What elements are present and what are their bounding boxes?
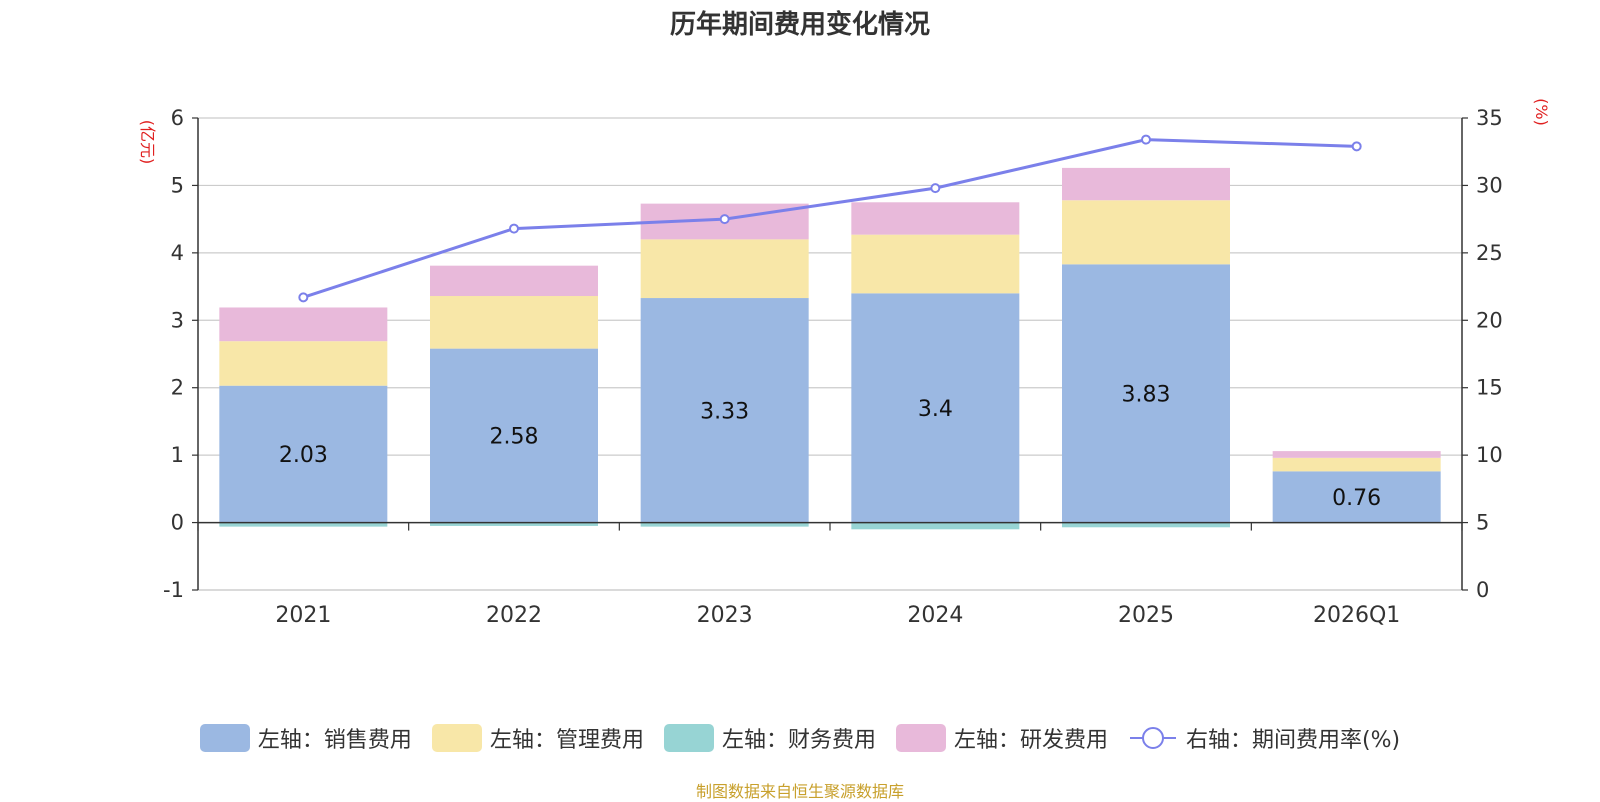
sales-data-label: 3.33: [700, 399, 749, 424]
legend-swatch: [199, 724, 250, 752]
bar-sales: [851, 293, 1020, 523]
legend-label: 左轴：财务费用: [721, 728, 876, 753]
left-axis-unit-label: (亿元): [138, 120, 157, 165]
chart-title: 历年期间费用变化情况: [669, 10, 930, 40]
right-tick-label: 30: [1476, 173, 1503, 197]
right-tick-label: 35: [1476, 106, 1503, 130]
rate-point: [1141, 134, 1151, 145]
bar-sales: [1062, 264, 1230, 523]
bar-sales: [1272, 471, 1441, 523]
legend-item[interactable]: 左轴：销售费用: [199, 722, 412, 754]
sales-data-label: 0.76: [1332, 486, 1381, 511]
left-tick-label: 5: [171, 173, 184, 197]
bar-finance: [1062, 522, 1230, 528]
category-label: 2021: [275, 603, 331, 628]
left-tick-label: 0: [171, 511, 184, 535]
category-label: 2022: [486, 603, 542, 628]
legend-item[interactable]: 左轴：管理费用: [431, 722, 644, 754]
bar-admin: [1272, 457, 1441, 472]
right-tick-label: 10: [1476, 443, 1503, 467]
bar-finance: [219, 522, 388, 527]
source-note: 制图数据来自恒生聚源数据库: [695, 782, 904, 801]
category-label: 2024: [907, 603, 963, 628]
bar-admin: [1062, 200, 1230, 265]
bar-admin: [219, 341, 388, 386]
right-tick-label: 15: [1476, 376, 1503, 400]
left-tick-label: 2: [171, 376, 184, 400]
bar-sales: [430, 348, 598, 523]
rate-point: [719, 214, 730, 225]
bar-rnd: [851, 202, 1020, 235]
right-tick-label: 0: [1476, 578, 1489, 602]
right-tick-label: 25: [1476, 241, 1503, 265]
bar-rnd: [1062, 167, 1230, 201]
bar-rnd: [1272, 451, 1441, 458]
sales-data-label: 3.83: [1122, 382, 1171, 407]
category-label: 2023: [697, 603, 753, 628]
sales-data-label: 2.58: [490, 425, 539, 450]
legend: 左轴：销售费用 左轴：管理费用 左轴：财务费用 左轴：研发费用 右轴：期间费用率(%): [0, 722, 1600, 754]
rate-point: [298, 292, 309, 303]
legend-swatch: [895, 724, 946, 752]
left-tick-label: -1: [163, 578, 184, 602]
category-label: 2026Q1: [1313, 603, 1400, 628]
legend-label: 右轴：期间费用率(%): [1185, 728, 1401, 753]
bar-rnd: [430, 265, 598, 297]
right-axis-unit-label: (%): [1532, 98, 1551, 126]
bar-sales: [219, 385, 388, 523]
legend-label: 左轴：研发费用: [953, 728, 1108, 753]
rate-point: [930, 183, 941, 194]
legend-item[interactable]: 左轴：财务费用: [663, 722, 876, 754]
bar-finance: [640, 522, 809, 527]
bar-sales: [640, 298, 809, 523]
legend-line-marker: [1129, 727, 1176, 749]
sales-data-label: 2.03: [279, 443, 328, 468]
bar-admin: [640, 239, 809, 299]
sales-data-label: 3.4: [918, 397, 953, 422]
legend-swatch: [663, 724, 714, 752]
left-tick-label: 1: [171, 443, 184, 467]
legend-item[interactable]: 左轴：研发费用: [895, 722, 1108, 754]
rate-point: [509, 223, 519, 234]
rate-line: [302, 138, 1357, 299]
rate-point: [1351, 141, 1362, 152]
left-tick-label: 4: [171, 241, 184, 265]
category-label: 2025: [1118, 603, 1174, 628]
bar-rnd: [219, 307, 388, 342]
legend-item[interactable]: 右轴：期间费用率(%): [1128, 722, 1400, 754]
bar-finance: [851, 522, 1020, 530]
legend-swatch: [431, 724, 482, 752]
right-tick-label: 20: [1476, 308, 1503, 332]
bar-admin: [430, 296, 598, 349]
left-tick-label: 3: [171, 308, 184, 332]
bar-finance: [430, 522, 598, 526]
right-tick-label: 5: [1476, 511, 1489, 535]
legend-label: 左轴：销售费用: [257, 728, 412, 753]
left-tick-label: 6: [171, 106, 184, 130]
legend-label: 左轴：管理费用: [489, 728, 644, 753]
bar-admin: [851, 234, 1020, 294]
